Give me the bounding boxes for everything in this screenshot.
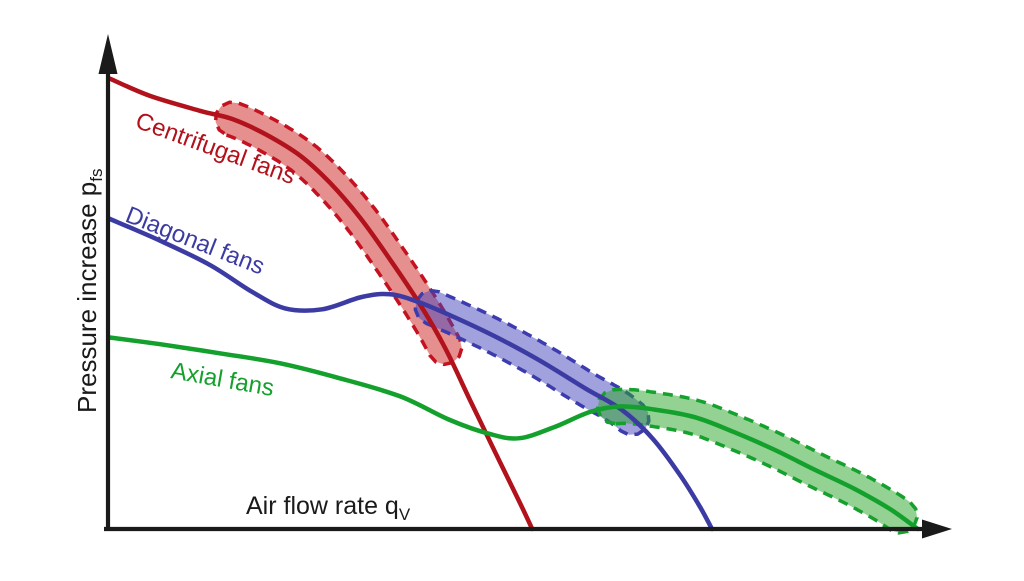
fan-curves (106, 75, 921, 532)
centrifugal-curve (106, 75, 535, 532)
y-axis-label-subscript: fs (87, 169, 106, 182)
axes (98, 34, 952, 539)
axial-highlight-band (595, 387, 919, 535)
centrifugal-highlight-band (213, 100, 464, 367)
y-axis-label-text: Pressure increase p (72, 182, 102, 413)
y-axis-label: Pressure increase pfs (72, 169, 106, 413)
series-label-axial: Axial fans (169, 357, 276, 402)
series-label-diagonal: Diagonal fans (122, 201, 268, 280)
x-axis-label-subscript: V (399, 505, 411, 524)
x-axis-label-text: Air flow rate q (246, 492, 399, 520)
diagonal-curve (106, 216, 715, 532)
x-axis-label: Air flow rate qV (246, 492, 411, 524)
y-axis-arrowhead (98, 34, 118, 74)
x-axis-arrowhead (922, 519, 952, 539)
axial-curve (106, 335, 921, 532)
labels: Pressure increase pfs Air flow rate qV C… (72, 107, 411, 524)
